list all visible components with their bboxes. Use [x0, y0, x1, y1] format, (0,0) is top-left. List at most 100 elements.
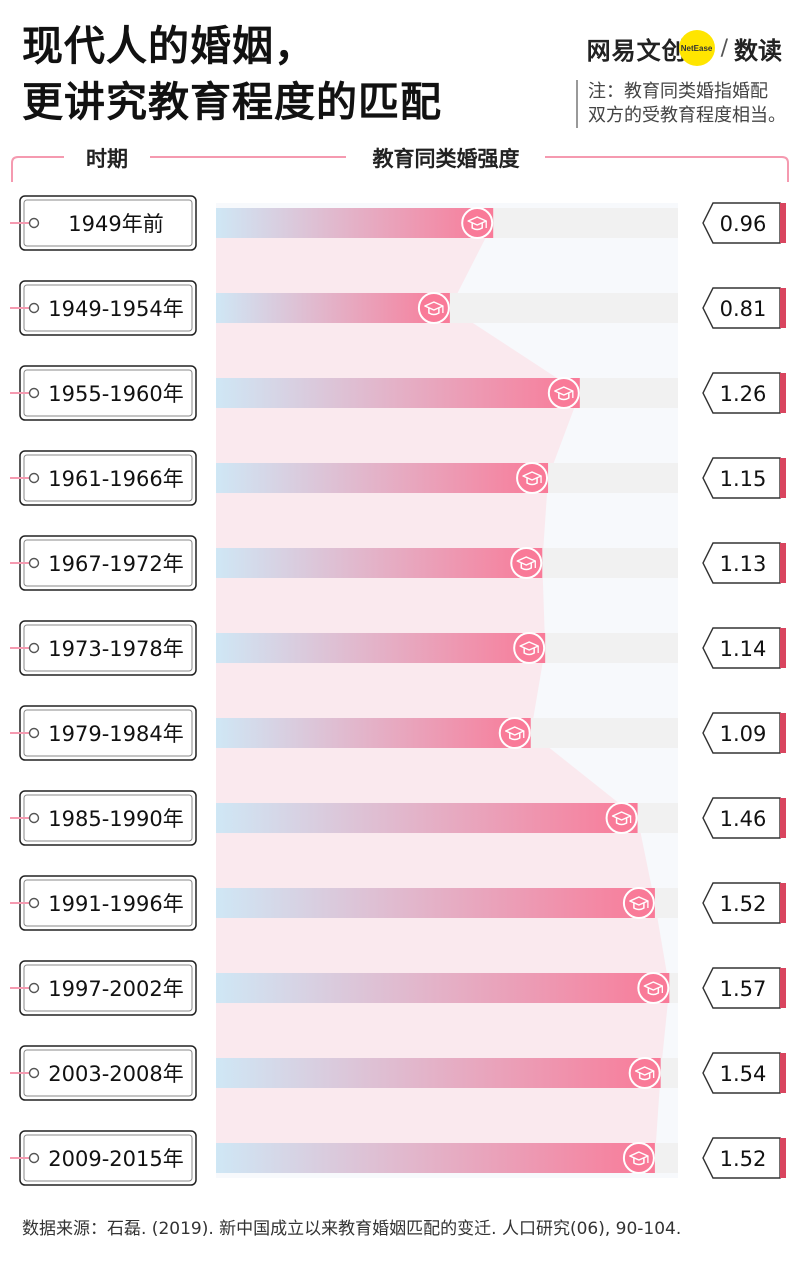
value-tag [702, 287, 781, 329]
brand-slash: / [720, 35, 728, 61]
tag-hole-icon [28, 1152, 40, 1164]
tag-hole-icon [28, 1067, 40, 1079]
bar [216, 973, 670, 1003]
value-tag-edge [780, 798, 786, 838]
category-label: 1979-1984年 [48, 722, 183, 746]
category-label: 1973-1978年 [48, 637, 183, 661]
brand-badge-icon: NetEase [678, 30, 715, 66]
value-label: 1.52 [720, 1147, 767, 1171]
bar [216, 803, 638, 833]
chart-row: 1949-1954年 0.81 [10, 280, 786, 336]
chart-row: 1967-1972年 1.13 [10, 535, 786, 591]
tag-hole-icon [28, 302, 40, 314]
graduation-cap-icon [637, 972, 670, 1004]
tag-hole-icon [28, 897, 40, 909]
chart-note: 注：教育同类婚指婚配 双方的受教育程度相当。 [576, 80, 786, 128]
value-tag [702, 457, 781, 499]
category-header: 时期 [86, 147, 128, 171]
graduation-cap-icon [605, 802, 638, 834]
value-tag [702, 627, 781, 669]
value-label: 1.26 [720, 382, 767, 406]
tag-hole-icon [28, 812, 40, 824]
value-tag [702, 1137, 781, 1179]
brand-sub: 数读 [734, 36, 782, 65]
value-tag-edge [780, 543, 786, 583]
bar [216, 1058, 661, 1088]
value-tag [702, 372, 781, 414]
value-tag [702, 1052, 781, 1094]
value-tag-edge [780, 628, 786, 668]
category-label: 1997-2002年 [48, 977, 183, 1001]
graduation-cap-icon [628, 1057, 661, 1089]
graduation-cap-icon [622, 887, 655, 919]
value-label: 1.14 [720, 637, 767, 661]
chart-row: 1997-2002年 1.57 [10, 960, 786, 1016]
brand-logo: 网易文创 NetEase / 数读 [587, 30, 782, 66]
value-tag-edge [780, 968, 786, 1008]
value-tag-edge [780, 713, 786, 753]
category-label: 1949年前 [68, 212, 163, 236]
value-tag [702, 202, 781, 244]
chart-row: 2003-2008年 1.54 [10, 1045, 786, 1101]
tag-hole-icon [28, 472, 40, 484]
value-tag [702, 797, 781, 839]
chart-row: 2009-2015年 1.52 [10, 1130, 786, 1186]
graduation-cap-icon [513, 632, 546, 664]
header-bracket-right [545, 156, 789, 182]
category-label: 1961-1966年 [48, 467, 183, 491]
chart-title: 现代人的婚姻， 更讲究教育程度的匹配 [22, 18, 442, 130]
value-label: 1.57 [720, 977, 767, 1001]
category-label: 1991-1996年 [48, 892, 183, 916]
category-label: 2003-2008年 [48, 1062, 183, 1086]
bar [216, 463, 549, 493]
chart-row: 1973-1978年 1.14 [10, 620, 786, 676]
value-label: 1.52 [720, 892, 767, 916]
value-tag-edge [780, 288, 786, 328]
tag-hole-icon [28, 557, 40, 569]
note-line-2: 双方的受教育程度相当。 [588, 105, 786, 126]
header-bracket-left [11, 156, 64, 182]
value-tag [702, 882, 781, 924]
graduation-cap-icon [498, 717, 531, 749]
bar [216, 378, 580, 408]
tag-hole-icon [28, 387, 40, 399]
chart-row: 1985-1990年 1.46 [10, 790, 786, 846]
tag-hole-icon [28, 982, 40, 994]
value-label: 1.13 [720, 552, 767, 576]
chart-row: 1979-1984年 1.09 [10, 705, 786, 761]
category-label: 1967-1972年 [48, 552, 183, 576]
chart-row: 1961-1966年 1.15 [10, 450, 786, 506]
graduation-cap-icon [547, 377, 580, 409]
category-label: 1955-1960年 [48, 382, 183, 406]
category-label: 1949-1954年 [48, 297, 183, 321]
value-tag [702, 542, 781, 584]
value-tag-edge [780, 1053, 786, 1093]
graduation-cap-icon [417, 292, 450, 324]
value-label: 1.09 [720, 722, 767, 746]
bar [216, 718, 531, 748]
graduation-cap-icon [622, 1142, 655, 1174]
bar [216, 888, 655, 918]
bar [216, 293, 450, 323]
value-tag [702, 712, 781, 754]
tag-hole-icon [28, 642, 40, 654]
graduation-cap-icon [510, 547, 543, 579]
chart-row: 1955-1960年 1.26 [10, 365, 786, 421]
category-label: 1985-1990年 [48, 807, 183, 831]
value-header: 教育同类婚强度 [373, 147, 520, 171]
value-tag-edge [780, 458, 786, 498]
value-tag-edge [780, 1138, 786, 1178]
tag-hole-icon [28, 217, 40, 229]
value-tag-edge [780, 883, 786, 923]
trend-area [216, 223, 670, 1158]
note-line-1: 注：教育同类婚指婚配 [588, 81, 768, 102]
value-label: 0.81 [720, 297, 767, 321]
bar [216, 633, 546, 663]
value-tag-edge [780, 373, 786, 413]
tag-hole-icon [28, 727, 40, 739]
value-tag-edge [780, 203, 786, 243]
graduation-cap-icon [461, 207, 494, 239]
value-label: 1.46 [720, 807, 767, 831]
brand-name: 网易文创 [586, 36, 687, 65]
